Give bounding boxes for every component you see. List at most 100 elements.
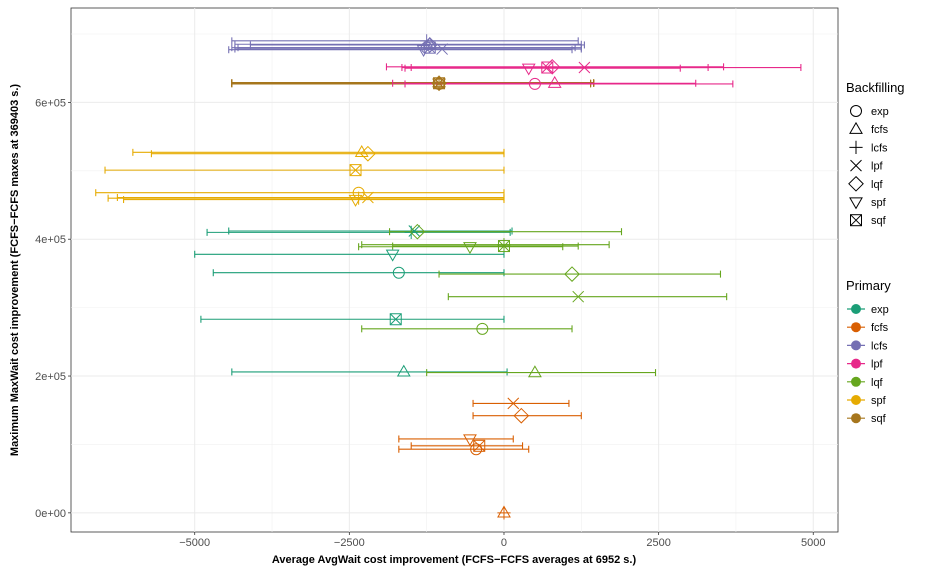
- x-tick-label: −2500: [334, 537, 365, 549]
- x-tick-label: 5000: [801, 537, 825, 549]
- legend-color-label: spf: [871, 395, 887, 407]
- errorbar-spf-spf: [123, 196, 505, 204]
- legend-color-lcfs: [847, 340, 865, 351]
- errorbar-lqf-exp: [361, 325, 573, 333]
- legend-shape-label: lpf: [871, 161, 884, 173]
- legend-color-label: lpf: [871, 359, 884, 371]
- point-lpf-lpf: [578, 61, 591, 74]
- point-fcfs-lqf: [513, 407, 530, 424]
- legend-color-label: lcfs: [871, 340, 888, 352]
- legend-shape-label: lcfs: [871, 142, 888, 154]
- point-lpf-exp: [528, 77, 541, 90]
- legend-color-spf: [847, 395, 865, 405]
- y-tick-label: 4e+05: [35, 234, 66, 246]
- point-lqf-exp: [476, 322, 489, 335]
- errorbar-lqf-sqf: [392, 242, 579, 250]
- point-spf-spf: [348, 194, 363, 207]
- data-points: [348, 34, 591, 520]
- point-spf-sqf: [349, 164, 362, 177]
- plot-panel: [70, 7, 839, 533]
- point-lcfs-lpf: [436, 43, 448, 55]
- point-lpf-spf: [521, 63, 536, 76]
- point-spf-lcfs: [352, 191, 366, 205]
- point-lqf-sqf: [497, 240, 510, 253]
- errorbar-lqf-fcfs: [426, 369, 657, 377]
- legend-color-lqf: [847, 376, 865, 387]
- point-exp-fcfs: [396, 364, 411, 377]
- point-spf-lpf: [362, 191, 374, 204]
- legend-color-label: sqf: [871, 413, 887, 425]
- point-lqf-lqf: [564, 266, 580, 282]
- legend-color-lpf: [847, 358, 865, 369]
- errorbar-fcfs-lqf: [472, 412, 582, 420]
- legend-shape-label: lqf: [871, 179, 884, 191]
- point-fcfs-sqf: [473, 439, 486, 452]
- point-exp-exp: [392, 266, 405, 279]
- errorbar-fcfs-exp: [398, 445, 530, 453]
- errorbar-exp-lcfs: [206, 228, 511, 236]
- errorbar-spf-sqf: [104, 166, 505, 174]
- y-tick-label: 6e+05: [35, 97, 66, 109]
- errorbar-lcfs-lcfs: [231, 37, 579, 45]
- legend-color-label: exp: [871, 304, 889, 316]
- x-tick-label: 2500: [646, 537, 670, 549]
- errorbar-exp-exp: [212, 269, 505, 277]
- legend-shape-square-cross-icon: [850, 214, 862, 227]
- point-lpf-lqf: [544, 58, 561, 75]
- y-tick-label: 2e+05: [35, 371, 66, 383]
- errorbar-lcfs-sqf: [237, 44, 582, 52]
- legend-shape-label: sqf: [871, 215, 887, 227]
- legend-color-label: fcfs: [871, 322, 889, 334]
- errorbar-spf-lqf: [150, 150, 505, 158]
- legend-color-label: lqf: [871, 377, 884, 389]
- errorbar-lpf-sqf: [401, 64, 709, 72]
- errorbar-lpf-spf: [404, 64, 681, 72]
- errorbar-fcfs-sqf: [410, 442, 524, 450]
- point-lcfs-sqf: [423, 41, 436, 54]
- y-axis-title: Maximum MaxWait cost improvement (FCFS−F…: [9, 84, 21, 457]
- point-exp-lpf: [408, 225, 421, 237]
- point-fcfs-spf: [463, 434, 477, 447]
- grid: [71, 8, 838, 532]
- legend-shape-plus-icon: [849, 140, 863, 154]
- point-spf-fcfs: [354, 145, 369, 157]
- legend-color-fcfs: [847, 322, 865, 333]
- errorbar-fcfs-lpf: [472, 399, 570, 407]
- point-lqf-lpf: [572, 290, 585, 303]
- point-lqf-fcfs: [527, 365, 542, 378]
- x-tick-label: −5000: [179, 537, 210, 549]
- legend-shape-circle-icon: [850, 105, 862, 117]
- x-tick-label: 0: [501, 537, 507, 549]
- legend-shape-triangle-up-icon: [849, 121, 863, 134]
- legend-shape-label: fcfs: [871, 124, 889, 136]
- y-tick-label: 0e+00: [35, 508, 66, 520]
- point-fcfs-exp: [470, 443, 483, 456]
- errorbar-lqf-lpf: [447, 293, 728, 301]
- point-spf-lqf: [360, 145, 376, 162]
- point-sqf-sqf: [433, 77, 446, 90]
- point-fcfs-lpf: [507, 397, 520, 410]
- legend-shape-triangle-down-icon: [849, 197, 863, 210]
- point-lqf-lqf: [409, 223, 426, 240]
- point-lpf-sqf: [541, 61, 554, 74]
- errorbar-lpf-exp: [404, 80, 734, 88]
- legend-shape-label: spf: [871, 197, 887, 209]
- axes: Average AvgWait cost improvement (FCFS−F…: [9, 84, 826, 566]
- errorbar-lqf-lqf: [389, 228, 623, 236]
- legend-shape-title: Backfilling: [846, 80, 905, 95]
- x-axis-title: Average AvgWait cost improvement (FCFS−F…: [272, 554, 637, 566]
- point-exp-spf: [385, 249, 400, 262]
- legend-shape-label: exp: [871, 106, 889, 118]
- errorbar-exp-lpf: [228, 227, 513, 235]
- errorbar-lpf-lqf: [385, 63, 725, 71]
- legend-color-title: Primary: [846, 278, 891, 293]
- point-lpf-fcfs: [547, 75, 562, 88]
- legend-shape-cross-icon: [850, 159, 862, 172]
- legend-color-sqf: [847, 413, 865, 424]
- errorbar-exp-sqf: [200, 315, 505, 323]
- legend-shape-diamond-icon: [848, 175, 864, 192]
- point-exp-sqf: [389, 313, 402, 326]
- point-lqf-spf: [463, 242, 477, 255]
